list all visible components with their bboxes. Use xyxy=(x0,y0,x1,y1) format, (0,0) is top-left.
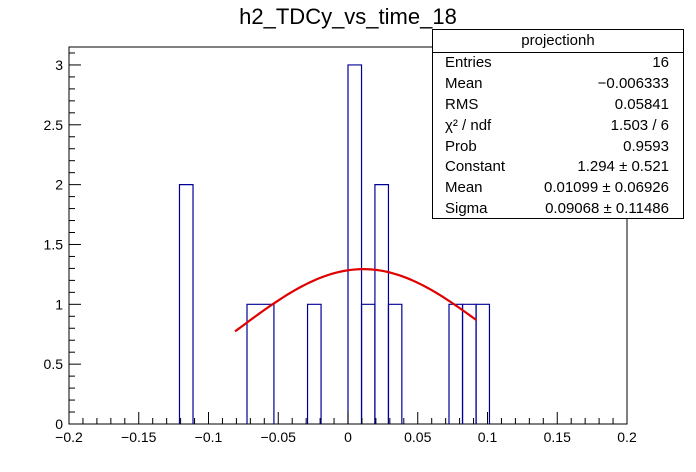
stats-row-constant: Constant 1.294 ± 0.521 xyxy=(433,157,683,178)
x-tick-label: 0 xyxy=(344,429,352,445)
histogram-bar xyxy=(475,303,491,424)
stats-value: 1.294 ± 0.521 xyxy=(577,158,669,176)
stats-row-mean: Mean −0.006333 xyxy=(433,74,683,95)
x-tick-label: 0.1 xyxy=(478,429,498,445)
stats-key: Prob xyxy=(445,137,477,155)
y-tick-label: 1.5 xyxy=(44,236,64,252)
stats-key: RMS xyxy=(445,95,479,113)
stats-box: projectionh Entries 16 Mean −0.006333 RM… xyxy=(432,29,684,219)
y-tick-label: 0 xyxy=(55,416,63,432)
x-tick-label: −0.2 xyxy=(55,429,83,445)
histogram-bar xyxy=(360,303,376,424)
histogram-bar xyxy=(246,303,275,424)
stats-row-fit-mean: Mean 0.01099 ± 0.06926 xyxy=(433,178,683,199)
gaussian-fit-curve xyxy=(234,268,477,333)
stats-key: Mean xyxy=(445,179,483,197)
stats-value: 0.01099 ± 0.06926 xyxy=(543,179,669,197)
x-tick-label: 0.15 xyxy=(544,429,571,445)
stats-value: 0.9593 xyxy=(623,137,669,155)
stats-key: Mean xyxy=(445,74,483,92)
x-tick-label: −0.05 xyxy=(261,429,297,445)
stats-row-sigma: Sigma 0.09068 ± 0.11486 xyxy=(433,199,683,220)
stats-value: −0.006333 xyxy=(597,74,669,92)
stats-key: Constant xyxy=(445,158,506,176)
stats-value: 0.05841 xyxy=(614,95,669,113)
stats-key: χ² / ndf xyxy=(445,116,492,134)
stats-row-rms: RMS 0.05841 xyxy=(433,95,683,116)
stats-value: 0.09068 ± 0.11486 xyxy=(545,200,669,218)
histogram-bar xyxy=(448,303,464,424)
stats-row-prob: Prob 0.9593 xyxy=(433,137,683,158)
histogram-bar xyxy=(178,184,194,424)
y-tick-label: 2.5 xyxy=(44,117,64,133)
histogram-bar xyxy=(347,64,363,424)
histogram-bar xyxy=(306,303,322,424)
stats-value: 16 xyxy=(652,54,669,71)
histogram-bar xyxy=(461,303,477,424)
stats-key: Sigma xyxy=(445,200,488,218)
stats-value: 1.503 / 6 xyxy=(610,116,669,134)
histogram-bar xyxy=(387,303,403,424)
stats-key: Entries xyxy=(445,54,492,71)
stats-row-entries: Entries 16 xyxy=(433,53,683,74)
x-tick-label: 0.05 xyxy=(404,429,431,445)
histogram-bar xyxy=(374,184,390,424)
chart-title: h2_TDCy_vs_time_18 xyxy=(239,4,457,29)
y-tick-label: 1 xyxy=(55,296,63,312)
stats-box-title: projectionh xyxy=(433,30,683,53)
stats-row-chi2-ndf: χ² / ndf 1.503 / 6 xyxy=(433,116,683,137)
x-tick-label: 0.2 xyxy=(617,429,637,445)
x-tick-label: −0.15 xyxy=(121,429,157,445)
y-tick-label: 0.5 xyxy=(44,356,64,372)
y-tick-label: 2 xyxy=(55,177,63,193)
x-tick-label: −0.1 xyxy=(195,429,223,445)
y-tick-label: 3 xyxy=(55,57,63,73)
